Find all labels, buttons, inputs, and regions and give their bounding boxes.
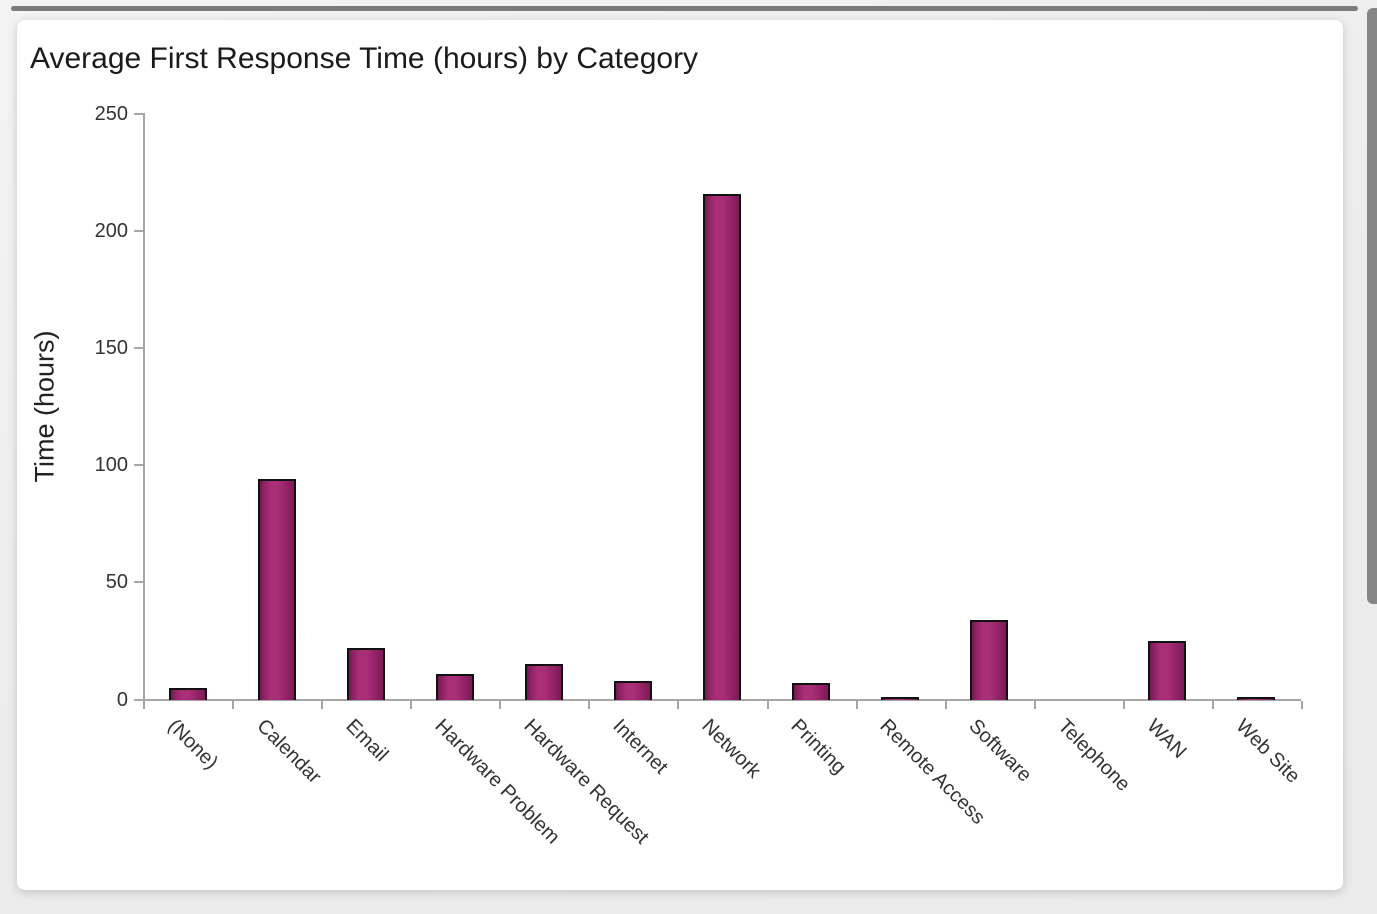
y-axis-tick <box>134 464 143 467</box>
y-axis-tick <box>134 581 143 584</box>
y-tick-label: 150 <box>94 337 128 360</box>
x-tick-label: Internet <box>608 714 672 779</box>
x-axis-tick <box>1301 700 1303 709</box>
x-axis-tick <box>588 700 591 709</box>
y-axis-line <box>143 113 145 701</box>
x-axis-tick <box>1122 700 1125 709</box>
bar-calendar <box>257 479 296 700</box>
y-axis-tick <box>134 113 143 115</box>
bar-printing <box>792 683 831 700</box>
x-tick-label: Telephone <box>1053 714 1135 796</box>
y-axis-title: Time (hours) <box>29 329 60 483</box>
x-tick-label: Network <box>697 714 765 783</box>
chart-plot-area: Time (hours) 0 50 100 150 200 250 (None) Calend… <box>17 20 1343 890</box>
x-tick-label: Calendar <box>252 714 326 788</box>
x-tick-label: Software <box>964 714 1037 786</box>
x-axis-tick <box>1211 700 1214 709</box>
y-tick-label: 0 <box>116 688 128 711</box>
x-axis-tick <box>677 700 680 709</box>
x-axis-tick <box>143 700 145 709</box>
x-axis-tick <box>321 700 324 709</box>
bar-hardware-problem <box>435 673 474 700</box>
bar-internet <box>613 680 652 700</box>
x-axis-tick <box>944 700 947 709</box>
x-axis-tick <box>410 700 413 709</box>
x-axis-tick <box>499 700 502 709</box>
y-axis-tick <box>134 347 143 350</box>
y-tick-label: 100 <box>94 454 128 477</box>
bar-wan <box>1148 641 1187 700</box>
bar-software <box>970 619 1009 700</box>
x-axis-tick <box>855 700 858 709</box>
chart-card: Average First Response Time (hours) by C… <box>17 20 1343 890</box>
y-axis-tick <box>134 230 143 233</box>
bar--none- <box>168 687 207 700</box>
x-axis-tick <box>1033 700 1036 709</box>
y-tick-label: 200 <box>94 220 128 243</box>
y-tick-label: 250 <box>94 103 128 125</box>
y-tick-label: 50 <box>105 571 128 594</box>
x-tick-label: Web Site <box>1231 714 1305 788</box>
vertical-scrollbar-thumb[interactable] <box>1367 8 1377 604</box>
horizontal-scrollbar-thumb[interactable] <box>11 6 1358 11</box>
bar-remote-access <box>881 696 920 700</box>
bar-email <box>346 648 385 700</box>
bar-hardware-request <box>524 664 563 700</box>
bar-network <box>703 193 741 700</box>
chart-title: Average First Response Time (hours) by C… <box>30 42 699 75</box>
y-axis-tick <box>134 698 143 701</box>
x-axis-tick <box>766 700 769 709</box>
x-tick-label: WAN <box>1142 714 1191 763</box>
x-tick-label: (None) <box>162 714 222 774</box>
x-tick-label: Printing <box>786 714 851 779</box>
bar-web-site <box>1237 696 1276 700</box>
x-axis-tick <box>232 700 235 709</box>
x-tick-label: Email <box>341 714 393 766</box>
x-axis-line <box>143 698 1301 701</box>
